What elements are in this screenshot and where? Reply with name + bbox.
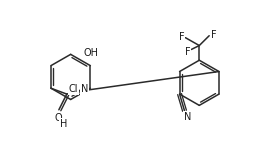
Text: Cl: Cl [69,84,78,94]
Text: F: F [179,32,184,42]
Text: O: O [54,113,62,123]
Text: H: H [60,119,68,128]
Text: N: N [81,84,88,94]
Text: N: N [184,112,191,122]
Text: F: F [185,47,190,57]
Text: OH: OH [83,48,98,58]
Text: F: F [211,30,217,40]
